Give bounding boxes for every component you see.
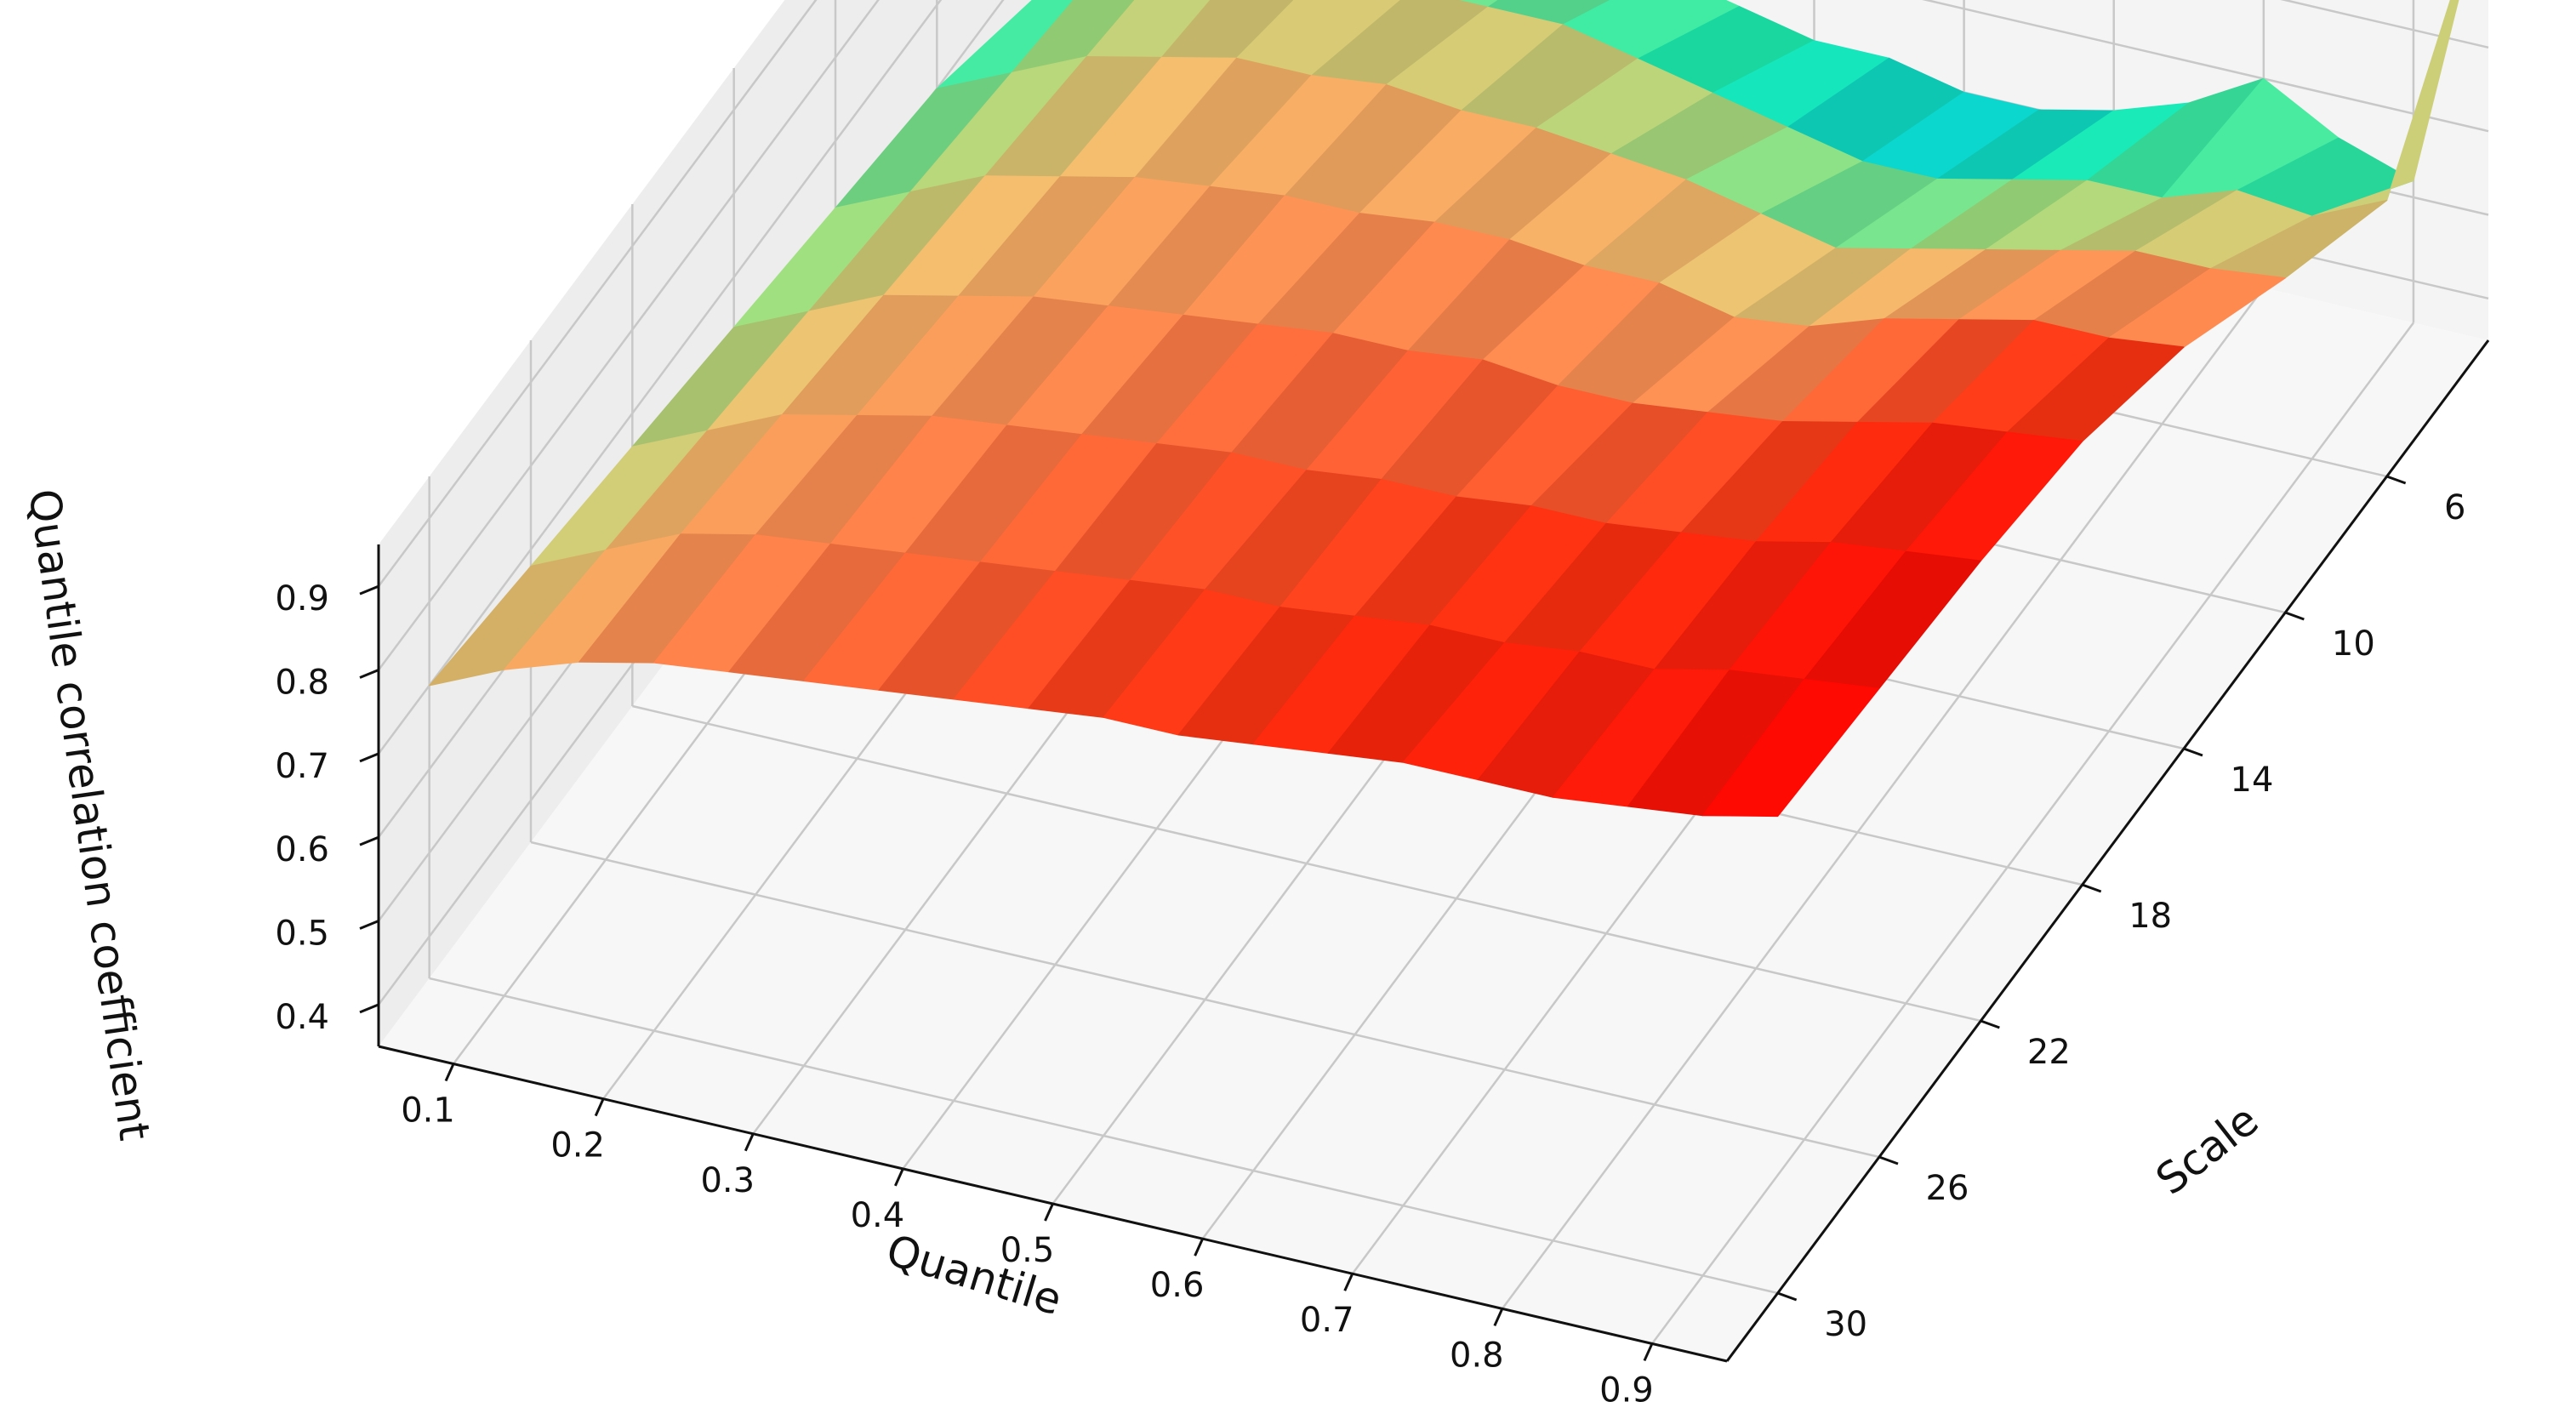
x-tick-label: 0.7 [1300, 1301, 1354, 1340]
x-tick-mark [744, 1133, 755, 1152]
z-tick-label: 0.8 [275, 664, 329, 703]
x-axis-ticks: 0.1 0.2 0.3 0.4 0.5 0.6 0.7 0.8 0.9 [401, 1063, 1654, 1410]
z-tick-label: 0.4 [275, 998, 329, 1037]
x-tick-label: 0.4 [851, 1196, 905, 1235]
z-tick-label: 0.7 [275, 747, 329, 786]
z-axis-label: Quantile correlation coefficient [19, 486, 159, 1143]
y-axis-line [1725, 339, 2490, 1362]
x-tick-label: 0.5 [1000, 1231, 1055, 1270]
z-tick-mark [359, 669, 379, 679]
y-tick-label: 14 [2231, 761, 2274, 800]
x-tick-mark [1343, 1273, 1354, 1291]
y-tick-mark [2183, 747, 2203, 757]
grid-line [632, 704, 1981, 1023]
z-tick-label: 0.6 [275, 830, 329, 869]
y-tick-mark [1980, 1019, 2000, 1029]
y-tick-mark [2082, 883, 2102, 893]
y-tick-mark [1777, 1291, 1798, 1302]
x-tick-mark [1493, 1308, 1504, 1326]
y-tick-label: 6 [2444, 488, 2465, 527]
z-tick-mark [359, 584, 379, 596]
z-tick-label: 0.5 [275, 915, 329, 954]
x-tick-mark [1643, 1342, 1654, 1362]
y-axis-ticks: 6 10 14 18 22 26 30 [1777, 475, 2465, 1344]
y-tick-label: 30 [1824, 1305, 1867, 1344]
grid-line [429, 977, 1778, 1295]
grid-line [377, 0, 943, 755]
z-tick-label: 0.9 [275, 579, 329, 618]
grid-line [1501, 287, 2265, 1310]
z-tick-mark [359, 920, 379, 930]
y-axis-label: Scale [2147, 1095, 2268, 1205]
y-tick-label: 22 [2027, 1033, 2071, 1072]
y-tick-label: 10 [2332, 624, 2375, 664]
surface-face [1701, 678, 1880, 818]
y-tick-mark [1878, 1155, 1899, 1165]
z-tick-mark [359, 835, 379, 846]
z-axis-ticks: 0.4 0.5 0.6 0.7 0.8 0.9 [275, 579, 379, 1037]
x-tick-mark [1044, 1203, 1054, 1222]
y-tick-mark [2386, 475, 2407, 485]
x-tick-mark [444, 1063, 455, 1082]
grid-line [1650, 322, 2414, 1345]
x-tick-label: 0.9 [1599, 1371, 1654, 1410]
z-tick-mark [359, 1003, 379, 1014]
grid-line [377, 0, 818, 587]
y-tick-label: 26 [1926, 1169, 1969, 1208]
grid-line [377, 0, 880, 671]
grid-line [530, 841, 1880, 1159]
x-tick-mark [1194, 1238, 1204, 1257]
z-tick-mark [359, 752, 379, 763]
x-tick-mark [594, 1098, 605, 1117]
x-tick-mark [894, 1168, 904, 1187]
y-tick-mark [2284, 611, 2305, 621]
x-tick-label: 0.2 [550, 1126, 605, 1165]
x-tick-label: 0.8 [1450, 1336, 1504, 1375]
surface-mesh [429, 0, 2459, 818]
x-tick-label: 0.3 [700, 1161, 755, 1200]
x-tick-label: 0.6 [1150, 1266, 1205, 1305]
y-tick-label: 18 [2129, 897, 2172, 936]
x-tick-label: 0.1 [401, 1091, 455, 1131]
